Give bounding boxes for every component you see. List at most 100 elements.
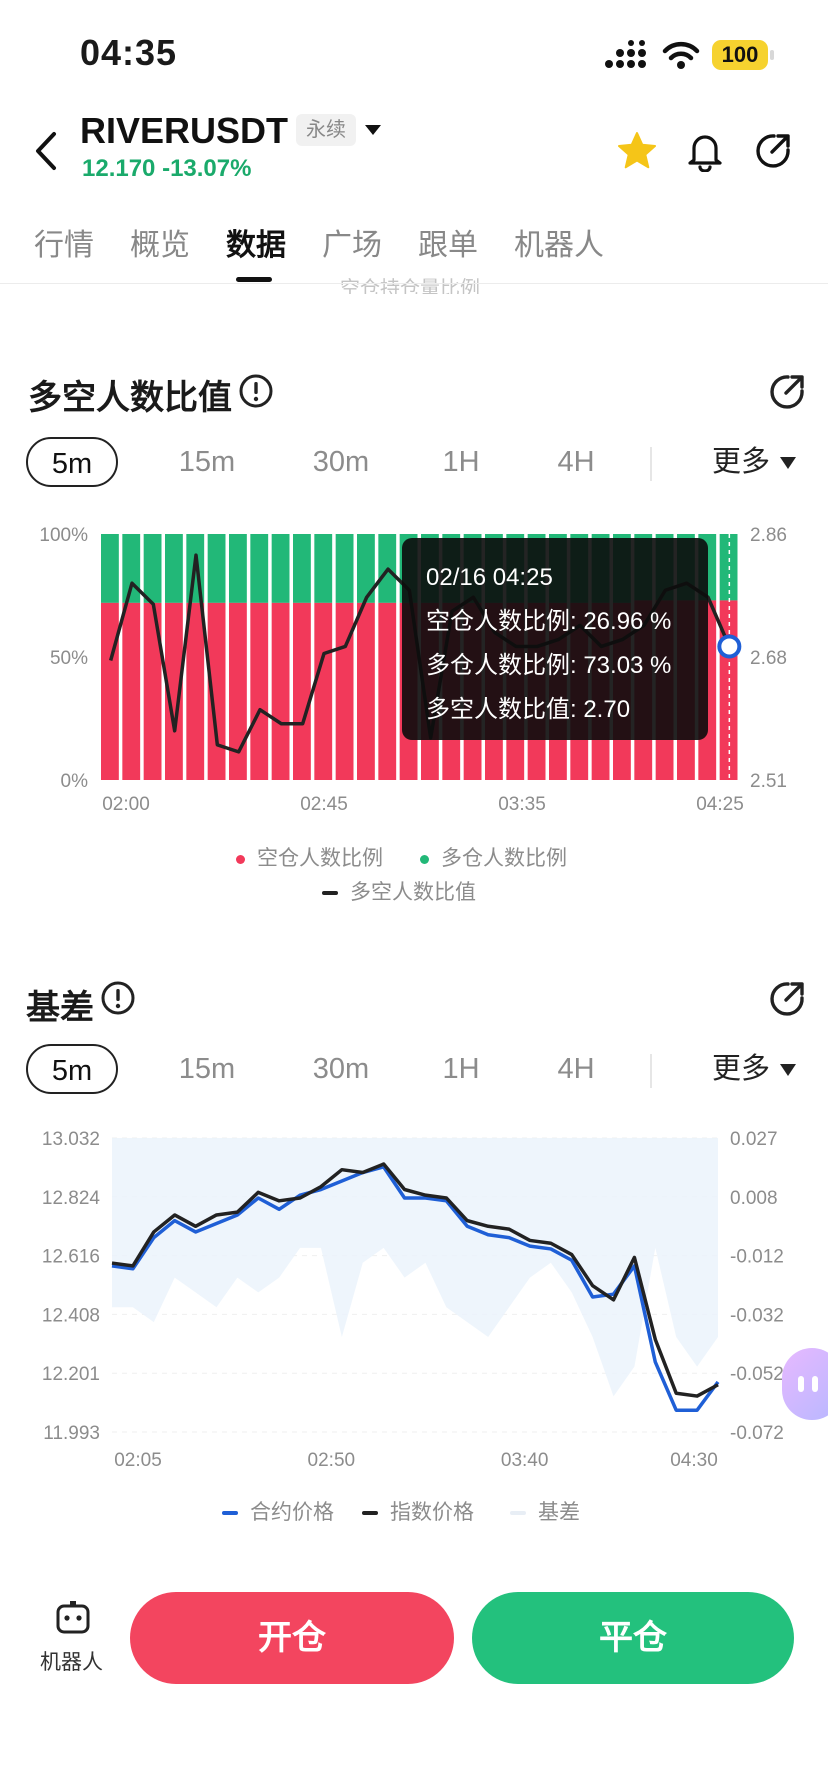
long-ratio-bar [357,534,375,603]
info-icon[interactable] [238,373,274,409]
favorite-star-icon[interactable] [616,130,658,172]
legend-index-label: 指数价格 [390,1501,474,1524]
long-ratio-bar [122,534,141,603]
last-price: 12.170 [82,155,156,182]
tab-market[interactable]: 行情 [34,229,94,262]
y-left-tick-label: 12.824 [42,1188,101,1209]
legend-ratio-label: 多空人数比值 [350,881,476,904]
long-ratio-bar [229,534,247,603]
legend-index-price: 指数价格 [362,1496,474,1526]
tab-bots[interactable]: 机器人 [514,229,604,262]
long-ratio-bar [293,534,311,603]
wifi-icon [662,41,700,69]
y-right-tick-label: 2.51 [750,771,787,792]
interval-30m[interactable]: 30m [312,446,370,478]
y-right-tick-label: -0.072 [730,1423,784,1444]
long-ratio-bar [314,534,333,603]
basis-interval-1h[interactable]: 1H [442,1053,480,1085]
short-ratio-bar [122,602,141,780]
tab-overview[interactable]: 概览 [130,229,190,262]
basis-chart[interactable]: 13.032 12.824 12.616 12.408 12.201 11.993 0.02… [0,1120,828,1472]
status-bar: 04:35 100 [0,0,828,100]
basis-interval-15m[interactable]: 15m [178,1053,236,1085]
y-left-tick-label: 13.032 [42,1129,100,1150]
basis-more-caret-icon [780,1064,797,1077]
robot-icon[interactable] [54,1600,92,1636]
assistant-eye-left [798,1376,804,1392]
legend-basis-marker [510,1511,526,1516]
basis-info-icon[interactable] [100,980,136,1016]
tooltip-long-ratio: 多仓人数比例: 73.03 % [426,652,672,679]
x-tick-label: 04:25 [696,794,744,815]
basis-title: 基差 [26,989,94,1027]
battery-nub [770,50,774,60]
tab-copy-trade[interactable]: 跟单 [418,229,478,262]
y-left-tick-label: 50% [50,648,88,669]
short-ratio-bar [250,602,269,780]
basis-interval-5m[interactable]: 5m [26,1044,118,1094]
basis-area [112,1138,718,1397]
long-ratio-bar [207,534,226,603]
y-right-tick-label: 0.027 [730,1129,778,1150]
robot-label[interactable]: 机器人 [40,1651,103,1674]
alert-bell-icon[interactable] [686,130,724,172]
price-change: -13.07% [162,155,252,182]
share-basis-chart-icon[interactable] [768,980,806,1018]
ratio-interval-selector: 5m 15m 30m 1H 4H 更多 [26,437,806,487]
y-right-tick-label: 2.68 [750,648,787,669]
long-ratio-bar [165,534,183,603]
symbol-dropdown-icon[interactable] [364,124,382,136]
y-left-tick-label: 100% [39,525,88,546]
basis-interval-4h[interactable]: 4H [557,1053,595,1085]
more-caret-icon [780,457,797,470]
previous-chart-caption: 空仓持仓量比例 [340,278,480,294]
x-tick-label: 02:50 [308,1450,356,1471]
tab-data[interactable]: 数据 [226,220,286,282]
tab-square[interactable]: 广场 [322,229,382,262]
open-position-button[interactable]: 开仓 [130,1592,454,1684]
short-ratio-bar [378,602,397,780]
share-chart-icon[interactable] [768,373,806,411]
basis-interval-30m[interactable]: 30m [312,1053,370,1085]
x-tick-label: 02:05 [114,1450,162,1471]
interval-15m[interactable]: 15m [178,446,236,478]
long-ratio-bar [250,534,269,603]
legend-long-marker [420,854,429,864]
long-ratio-bar [101,534,119,603]
short-ratio-bar [229,602,247,780]
short-ratio-bar [143,602,162,780]
symbol-title[interactable]: RIVERUSDT [80,110,289,151]
interval-4h[interactable]: 4H [557,446,595,478]
index-price-line [111,1162,719,1398]
legend-long: 多仓人数比例 [420,842,567,872]
y-left-tick-label: 12.408 [42,1305,100,1326]
basis-more-label: 更多 [712,1053,771,1085]
legend-basis: 基差 [510,1496,580,1526]
x-tick-label: 03:40 [501,1450,549,1471]
segment-divider [650,447,652,481]
short-ratio-bar [101,602,119,780]
price-line: 12.170 -13.07% [82,155,251,183]
back-arrow-icon[interactable] [30,130,62,172]
legend-contract-price: 合约价格 [222,1496,334,1526]
share-icon[interactable] [754,132,792,170]
interval-5m[interactable]: 5m [26,437,118,487]
y-right-tick-label: -0.052 [730,1364,784,1385]
legend-ratio: 多空人数比值 [322,876,476,906]
tooltip-short-ratio: 空仓人数比例: 26.96 % [426,608,672,635]
long-short-ratio-title: 多空人数比值 [28,379,232,417]
status-time: 04:35 [80,32,178,73]
basis-more-intervals-dropdown[interactable]: 更多 [712,1044,797,1094]
close-position-button[interactable]: 平仓 [472,1592,794,1684]
x-tick-label: 02:00 [102,794,150,815]
interval-1h[interactable]: 1H [442,446,480,478]
tabs-divider [0,283,828,284]
x-tick-label: 04:30 [670,1450,718,1471]
legend-basis-label: 基差 [538,1501,580,1524]
legend-long-label: 多仓人数比例 [441,847,567,870]
floating-assistant-button[interactable] [782,1348,828,1420]
legend-contract-label: 合约价格 [250,1501,334,1524]
more-intervals-dropdown[interactable]: 更多 [712,437,797,487]
y-left-tick-label: 11.993 [43,1423,100,1444]
short-ratio-bar [186,602,205,780]
